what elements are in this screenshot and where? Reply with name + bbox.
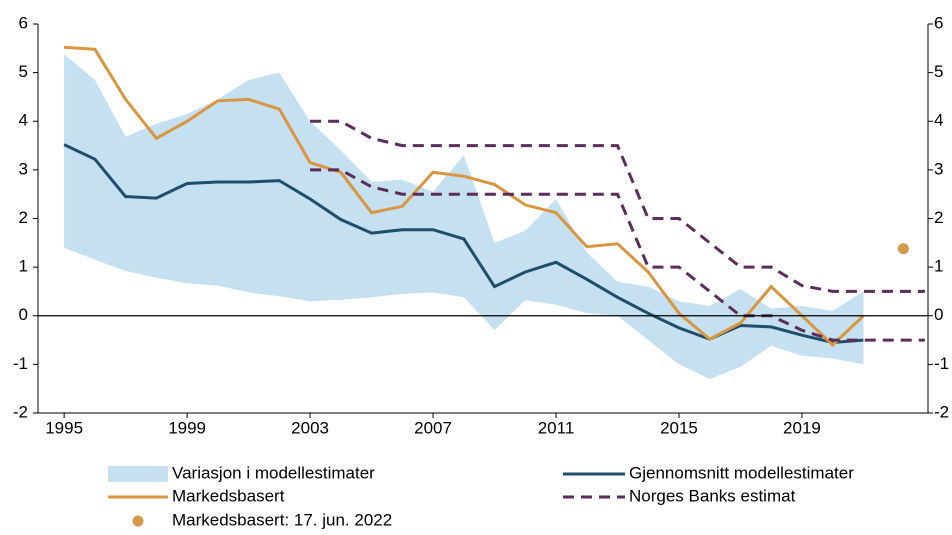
range-band	[64, 54, 864, 379]
x-tick-label: 2003	[291, 418, 329, 437]
legend-swatch	[108, 466, 168, 482]
y-tick-label: 1	[19, 257, 28, 276]
y-tick-label: 3	[19, 159, 28, 178]
x-tick-label: 2007	[414, 418, 452, 437]
y-tick-label: 0	[19, 305, 28, 324]
y2-tick-label: 4	[934, 111, 943, 130]
y-tick-label: 6	[19, 13, 28, 32]
y2-tick-label: 2	[934, 208, 943, 227]
dashed-line	[310, 168, 925, 342]
y-tick-label: 2	[19, 208, 28, 227]
y2-tick-label: 0	[934, 305, 943, 324]
x-tick-label: 1995	[45, 418, 83, 437]
legend-swatch	[132, 515, 144, 527]
legend-label: Markedsbasert	[172, 486, 285, 505]
legend-label: Gjennomsnitt modellestimater	[629, 463, 854, 482]
x-tick-label: 1999	[168, 418, 206, 437]
y2-tick-label: -2	[934, 402, 949, 421]
y2-tick-label: 5	[934, 62, 943, 81]
x-tick-label: 2011	[538, 418, 575, 437]
legend-label: Markedsbasert: 17. jun. 2022	[172, 510, 392, 529]
y2-tick-label: 1	[934, 257, 943, 276]
legend-label: Norges Banks estimat	[629, 486, 796, 505]
y-tick-label: -2	[13, 402, 28, 421]
legend-label: Variasjon i modellestimater	[172, 463, 375, 482]
line	[64, 45, 865, 347]
dashed-line	[310, 119, 925, 293]
y-tick-label: 5	[19, 62, 28, 81]
point	[897, 243, 909, 255]
y-tick-label: -1	[13, 354, 28, 373]
y2-tick-label: 3	[934, 159, 943, 178]
y2-tick-label: 6	[934, 13, 943, 32]
y-tick-label: 4	[19, 111, 28, 130]
x-tick-label: 2015	[660, 418, 698, 437]
y2-tick-label: -1	[934, 354, 949, 373]
x-tick-label: 2019	[783, 418, 821, 437]
